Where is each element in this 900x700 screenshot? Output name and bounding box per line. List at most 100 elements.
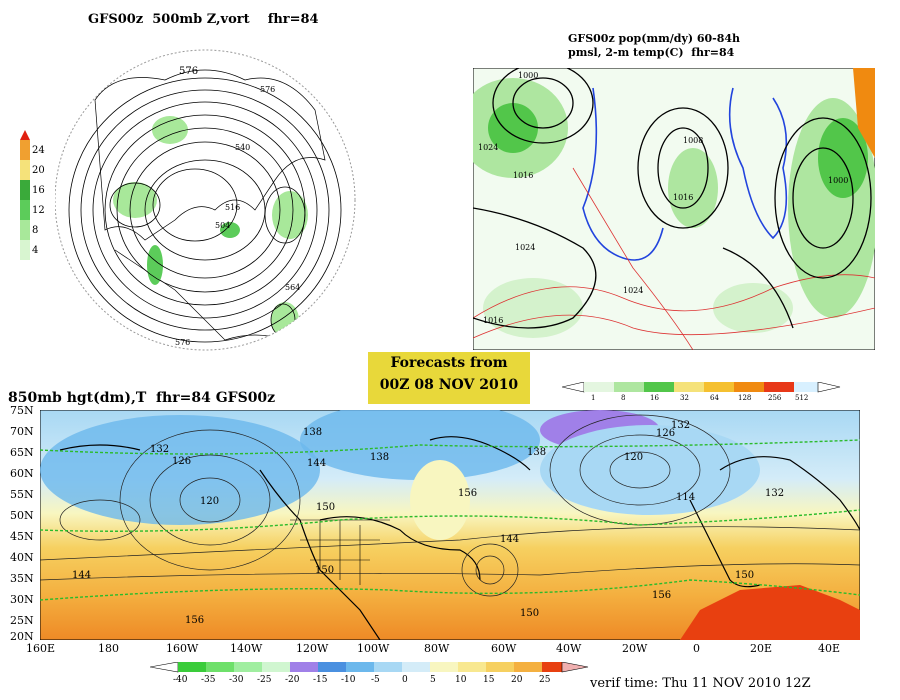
height-label: 120 <box>200 496 220 507</box>
lon-tick: 120W <box>296 642 329 655</box>
contour-label: 576 <box>175 338 190 347</box>
contour-label: 576 <box>179 66 198 77</box>
lon-tick: 80W <box>424 642 450 655</box>
colorbar-tick: -25 <box>257 675 272 685</box>
isobar-label: 1024 <box>478 143 498 152</box>
height-label: 156 <box>652 590 672 601</box>
colorbar-tick: -20 <box>285 675 300 685</box>
height-label: 126 <box>172 456 192 467</box>
lat-tick: 70N <box>10 425 34 438</box>
colorbar-tick: 15 <box>483 675 495 685</box>
lat-tick: 55N <box>10 488 34 501</box>
colorbar-tick: -30 <box>229 675 244 685</box>
lon-tick: 40W <box>556 642 582 655</box>
lon-tick: 160E <box>26 642 56 655</box>
colorbar-850mb <box>150 662 589 673</box>
lon-tick: 100W <box>357 642 390 655</box>
height-label: 132 <box>671 420 691 431</box>
lon-tick: 160W <box>166 642 199 655</box>
colorbar-tick: 1 <box>591 394 596 402</box>
panel-pop-title-1: GFS00z pop(mm/dy) 60-84h <box>568 32 741 45</box>
panel-pop-title-2: pmsl, 2-m temp(C) fhr=84 <box>568 46 735 59</box>
height-label: 156 <box>185 615 205 626</box>
contour-label: 540 <box>235 143 250 152</box>
colorbar-tick: 256 <box>768 394 782 402</box>
isobar-label: 1016 <box>673 193 693 202</box>
colorbar-tick: 16 <box>650 394 659 402</box>
colorbar-tick: 8 <box>32 225 39 236</box>
colorbar-tick: 128 <box>738 394 752 402</box>
lon-tick: 20W <box>622 642 648 655</box>
lat-tick: 35N <box>10 572 34 585</box>
colorbar-tick: 16 <box>32 185 45 196</box>
colorbar-tick: 32 <box>680 394 689 402</box>
colorbar-pop <box>562 382 841 393</box>
lon-tick: 140W <box>230 642 263 655</box>
colorbar-tick: 8 <box>621 394 626 402</box>
colorbar-tick: -40 <box>173 675 188 685</box>
colorbar-tick: 4 <box>32 245 39 256</box>
isobar-label: 1000 <box>828 176 848 185</box>
height-label: 132 <box>765 488 785 499</box>
lat-tick: 25N <box>10 614 34 627</box>
height-label: 150 <box>315 565 335 576</box>
contour-label: 576 <box>260 85 275 94</box>
colorbar-tick: 24 <box>32 145 45 156</box>
isobar-label: 1024 <box>515 243 535 252</box>
contour-label: 516 <box>225 203 240 212</box>
colorbar-tick: 512 <box>795 394 809 402</box>
isobar-label: 1008 <box>683 136 703 145</box>
forecast-init-line2: 00Z 08 NOV 2010 <box>379 377 519 393</box>
colorbar-tick: 12 <box>32 205 45 216</box>
polar-map-500mb: 576 576 540 516 504 564 576 <box>55 49 356 351</box>
isobar-label: 1016 <box>513 171 533 180</box>
colorbar-tick: -15 <box>313 675 328 685</box>
colorbar-tick: -10 <box>341 675 356 685</box>
panel-500mb-title: GFS00z 500mb Z,vort fhr=84 <box>88 12 319 27</box>
forecast-init-box: Forecasts from 00Z 08 NOV 2010 <box>368 352 530 404</box>
lon-tick: 40E <box>818 642 841 655</box>
lat-tick: 20N <box>10 630 34 643</box>
colorbar-tick: 64 <box>710 394 719 402</box>
height-label: 144 <box>72 570 92 581</box>
colorbar-tick: 0 <box>402 675 408 685</box>
lat-tick: 30N <box>10 593 34 606</box>
lat-tick: 45N <box>10 530 34 543</box>
height-label: 132 <box>150 444 170 455</box>
lon-tick: 60W <box>491 642 517 655</box>
colorbar-tick: 5 <box>430 675 436 685</box>
colorbar-500mb <box>20 130 30 260</box>
colorbar-tick: -35 <box>201 675 216 685</box>
contour-label: 564 <box>285 283 300 292</box>
lat-tick: 60N <box>10 467 34 480</box>
height-label: 150 <box>735 570 755 581</box>
lat-tick: 75N <box>10 404 34 417</box>
height-label: 138 <box>303 427 323 438</box>
colorbar-tick: 20 <box>32 165 45 176</box>
height-label: 144 <box>500 534 520 545</box>
height-label: 138 <box>527 447 547 458</box>
height-label: 150 <box>520 608 540 619</box>
lat-tick: 65N <box>10 446 34 459</box>
lon-tick: 20E <box>750 642 773 655</box>
forecast-init-line1: Forecasts from <box>390 355 508 371</box>
panel-850mb-title: 850mb hgt(dm),T fhr=84 GFS00z <box>8 390 276 406</box>
height-label: 144 <box>307 458 327 469</box>
height-label: 138 <box>370 452 390 463</box>
lat-tick: 50N <box>10 509 34 522</box>
lon-tick: 180 <box>98 642 119 655</box>
colorbar-tick: 20 <box>511 675 523 685</box>
contour-label: 504 <box>215 221 230 230</box>
height-label: 126 <box>656 428 676 439</box>
height-label: 114 <box>676 492 696 503</box>
isobar-label: 1016 <box>483 316 503 325</box>
colorbar-tick: -5 <box>371 675 380 685</box>
map-850mb <box>40 410 860 640</box>
regional-map-pop: 1000 1016 1024 1008 1016 1024 1000 1024 … <box>473 68 875 350</box>
lat-tick: 40N <box>10 551 34 564</box>
verif-time: verif time: Thu 11 NOV 2010 12Z <box>590 676 811 691</box>
colorbar-tick: 10 <box>455 675 467 685</box>
height-label: 156 <box>458 488 478 499</box>
isobar-label: 1024 <box>623 286 643 295</box>
height-label: 120 <box>624 452 644 463</box>
